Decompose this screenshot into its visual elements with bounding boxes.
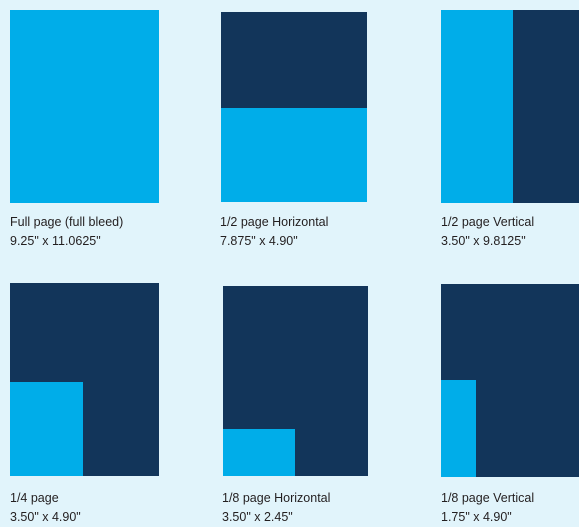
ad-area <box>10 382 83 476</box>
page-thumbnail <box>441 10 579 203</box>
ad-area <box>10 10 159 203</box>
ad-dimensions: 3.50" x 2.45" <box>222 510 293 524</box>
ad-caption: 1/8 page Horizontal 3.50" x 2.45" <box>222 489 330 527</box>
ad-dimensions: 7.875" x 4.90" <box>220 234 298 248</box>
ad-title: 1/2 page Vertical <box>441 215 535 229</box>
page-thumbnail <box>10 10 159 203</box>
ad-dimensions: 3.50" x 4.90" <box>10 510 81 524</box>
ad-title: 1/8 page Horizontal <box>222 491 331 505</box>
page-thumbnail <box>441 284 579 477</box>
ad-area <box>223 429 295 476</box>
ad-dimensions: 1.75" x 4.90" <box>441 510 512 524</box>
ad-caption: Full page (full bleed) 9.25" x 11.0625" <box>10 213 123 251</box>
page-thumbnail <box>10 283 159 476</box>
ad-dimensions: 9.25" x 11.0625" <box>10 234 101 248</box>
page-thumbnail <box>223 286 368 476</box>
ad-caption: 1/8 page Vertical 1.75" x 4.90" <box>441 489 534 527</box>
ad-area <box>221 108 367 202</box>
ad-area <box>441 380 476 477</box>
ad-caption: 1/4 page 3.50" x 4.90" <box>10 489 81 527</box>
ad-caption: 1/2 page Vertical 3.50" x 9.8125" <box>441 213 534 251</box>
page-thumbnail <box>221 12 367 202</box>
ad-title: 1/4 page <box>10 491 59 505</box>
ad-title: 1/2 page Horizontal <box>220 215 329 229</box>
ad-title: 1/8 page Vertical <box>441 491 535 505</box>
ad-title: Full page (full bleed) <box>10 215 124 229</box>
ad-dimensions: 3.50" x 9.8125" <box>441 234 526 248</box>
ad-caption: 1/2 page Horizontal 7.875" x 4.90" <box>220 213 328 251</box>
ad-area <box>441 10 513 203</box>
